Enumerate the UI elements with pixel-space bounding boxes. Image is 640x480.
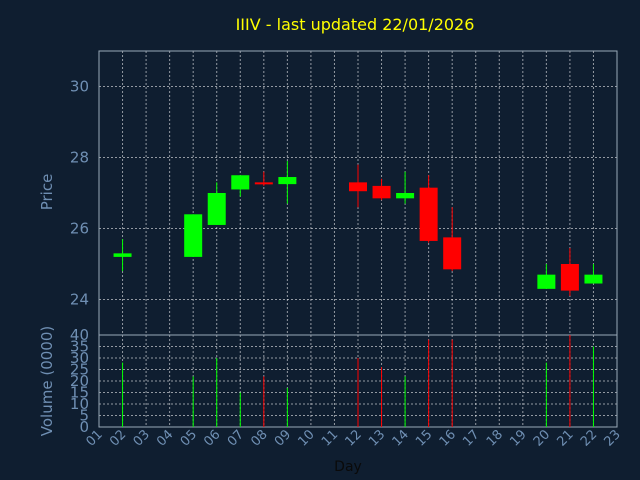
x-axis-title: Day — [334, 459, 362, 475]
candle-day-20 — [537, 264, 556, 289]
x-tick-label: 17 — [460, 427, 482, 449]
volume-tick-label: 35 — [70, 338, 89, 356]
candle-day-22 — [584, 264, 603, 284]
candle-day-02 — [113, 239, 132, 272]
candle-body — [560, 264, 579, 291]
candle-day-05 — [184, 214, 203, 257]
candle-body — [231, 175, 250, 190]
candle-day-16 — [443, 207, 462, 272]
candle-body — [419, 187, 438, 241]
x-tick-label: 18 — [484, 427, 506, 449]
candle-day-06 — [207, 182, 226, 225]
x-tick-label: 12 — [343, 427, 365, 449]
volume-tick-label: 30 — [70, 349, 89, 367]
candle-day-21 — [560, 248, 579, 296]
volume-tick-label: 40 — [70, 326, 89, 344]
candle-day-08 — [254, 171, 273, 186]
price-panel: 24 26 28 30 — [70, 50, 618, 336]
candle-day-13 — [372, 178, 391, 201]
candle-body — [396, 193, 415, 199]
chart-title: IIIV - last updated 22/01/2026 — [236, 15, 475, 34]
x-tick-label: 07 — [225, 427, 247, 449]
candle-body — [372, 185, 391, 199]
x-tick-label: 06 — [201, 427, 223, 449]
candle-day-12 — [349, 164, 367, 208]
candle-day-07 — [231, 175, 250, 197]
x-tick-label: 13 — [366, 427, 388, 449]
x-tick-label: 09 — [272, 427, 294, 449]
volume-tick-label: 0 — [79, 418, 89, 436]
x-tick-label: 16 — [437, 427, 459, 449]
x-tick-label: 10 — [295, 427, 317, 449]
candle-day-14 — [396, 171, 415, 204]
candle-body — [443, 237, 462, 270]
candle-body — [537, 274, 556, 289]
candle-body — [584, 274, 603, 284]
x-tick-label: 11 — [319, 427, 341, 449]
price-axis-title: Price — [38, 174, 56, 211]
volume-tick-label: 5 — [79, 407, 89, 425]
volume-tick-label: 20 — [70, 372, 89, 390]
x-tick-label: 19 — [507, 427, 529, 449]
x-tick-label: 02 — [107, 427, 129, 449]
volume-tick-label: 25 — [70, 361, 89, 379]
candle-body — [349, 182, 367, 192]
candle-body — [184, 214, 203, 257]
x-tick-label: 03 — [131, 427, 153, 449]
candle-day-09 — [278, 161, 297, 204]
candle-day-15 — [419, 175, 438, 243]
candle-body — [207, 193, 226, 225]
x-tick-label: 15 — [413, 427, 435, 449]
volume-tick-label: 10 — [70, 395, 89, 413]
x-tick-label: 23 — [602, 427, 624, 449]
candle-body — [113, 253, 132, 257]
candle-body — [254, 182, 273, 185]
price-tick-label: 28 — [70, 149, 89, 167]
x-tick-label: 14 — [390, 427, 412, 449]
price-tick-label: 30 — [70, 78, 89, 96]
x-tick-label: 05 — [178, 427, 200, 449]
volume-tick-label: 15 — [70, 384, 89, 402]
volume-axis-title: Volume (0000) — [38, 326, 56, 436]
price-tick-label: 24 — [70, 291, 89, 309]
x-tick-label: 22 — [578, 427, 600, 449]
x-tick-label: 21 — [554, 427, 576, 449]
x-tick-label: 20 — [531, 427, 553, 449]
price-tick-label: 26 — [70, 220, 89, 238]
x-tick-label: 04 — [154, 427, 176, 449]
x-tick-label: 08 — [248, 427, 270, 449]
candle-body — [278, 177, 297, 185]
